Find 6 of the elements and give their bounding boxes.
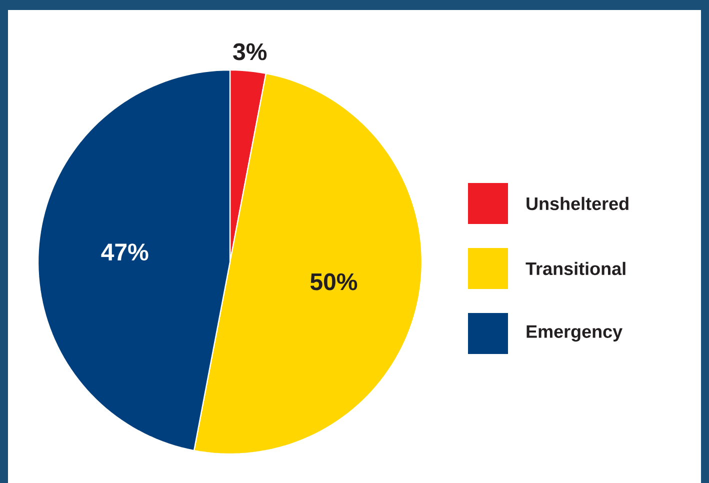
legend-label: Unsheltered	[526, 196, 628, 210]
data-label: 3%	[233, 43, 267, 60]
data-label: 47%	[101, 244, 148, 260]
data-label: 50%	[310, 273, 358, 290]
legend-label: Transitional	[526, 262, 626, 276]
legend-label: Emergency	[526, 325, 622, 342]
